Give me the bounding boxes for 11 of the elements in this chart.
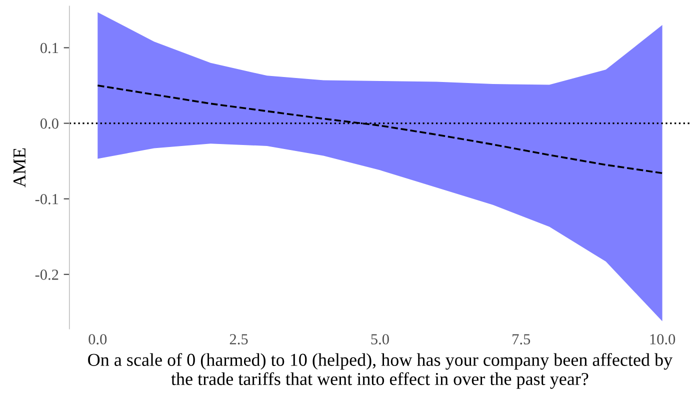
y-tick-label: 0.0 [40, 118, 58, 129]
x-tick-label: 7.5 [512, 334, 530, 344]
y-tick-label: 0.1 [40, 42, 58, 54]
y-tick-label: -0.2 [35, 270, 58, 280]
y-axis-title: AME [13, 148, 26, 188]
y-tick-label: -0.1 [35, 194, 58, 204]
x-axis-title: On a scale of 0 (harmed) to 10 (helped), how has your company been affected by the trade tariffs that went into effect in over the past year? [88, 353, 673, 389]
x-tick-label: 5.0 [371, 334, 389, 344]
x-tick-label: 0.0 [88, 334, 107, 344]
x-tick-label: 2.5 [230, 334, 248, 344]
x-tick-label: 10.0 [650, 334, 676, 344]
